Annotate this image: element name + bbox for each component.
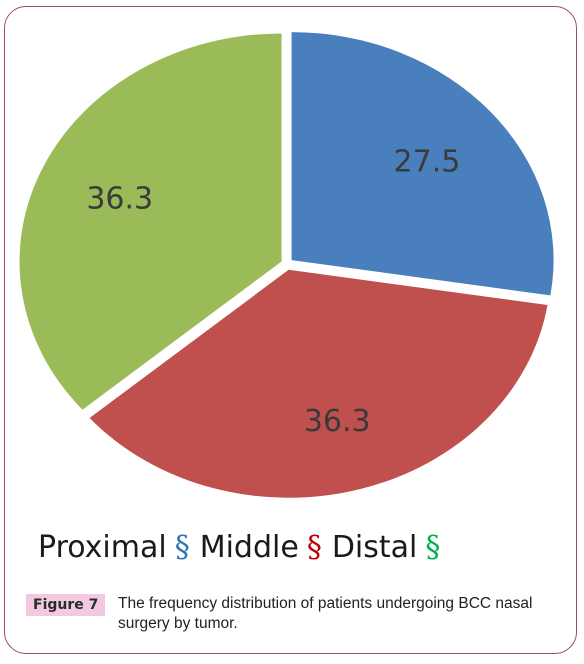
legend-swatch-distal: § xyxy=(425,530,441,565)
pie-chart: 27.5 36.3 36.3 xyxy=(19,32,554,498)
legend-swatch-proximal: § xyxy=(174,530,190,565)
data-label-distal: 36.3 xyxy=(86,182,153,217)
legend-swatch-middle: § xyxy=(306,530,322,565)
legend-label-middle: Middle xyxy=(199,530,299,565)
pie-slice-distal xyxy=(19,33,282,410)
pie-slice-proximal xyxy=(291,32,554,296)
figure-caption-text: The frequency distribution of patients u… xyxy=(118,595,533,632)
pie-slice-middle xyxy=(89,269,548,498)
figure-label: Figure 7 xyxy=(26,594,106,616)
legend-label-proximal: Proximal xyxy=(38,530,167,565)
data-label-proximal: 27.5 xyxy=(394,144,461,179)
chart-legend: Proximal § Middle § Distal § xyxy=(38,530,450,574)
figure-frame xyxy=(4,6,577,654)
legend-label-distal: Distal xyxy=(331,530,418,565)
data-label-middle: 36.3 xyxy=(304,404,371,439)
